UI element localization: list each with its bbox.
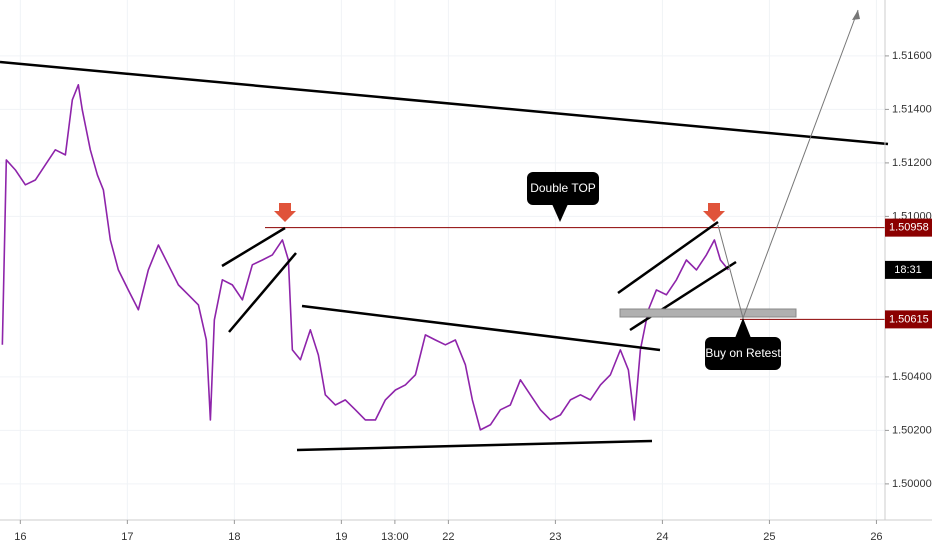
arrow-head xyxy=(852,10,860,20)
level-label: 1.50958 xyxy=(889,222,929,234)
top-marker xyxy=(703,203,725,222)
x-tick-label: 17 xyxy=(121,531,133,543)
level-label: 1.50615 xyxy=(889,313,929,325)
x-tick-label: 25 xyxy=(763,531,775,543)
y-tick-label: 1.51200 xyxy=(892,157,932,169)
y-tick-label: 1.50400 xyxy=(892,371,932,383)
x-tick-label: 13:00 xyxy=(381,531,409,543)
marks xyxy=(1,83,885,431)
x-tick-label: 24 xyxy=(656,531,668,543)
trend-line xyxy=(301,304,661,352)
trend-line xyxy=(617,220,719,295)
callout-text: Double TOP xyxy=(530,181,596,195)
y-tick-label: 1.50200 xyxy=(892,424,932,436)
x-tick-label: 23 xyxy=(549,531,561,543)
callout-box xyxy=(527,172,599,205)
x-tick-label: 19 xyxy=(335,531,347,543)
trend-line xyxy=(228,252,297,333)
countdown-box xyxy=(885,260,932,279)
callout-box xyxy=(705,337,781,370)
callout-text: Buy on Retest xyxy=(705,346,781,360)
x-tick-label: 16 xyxy=(14,531,26,543)
x-tick-label: 22 xyxy=(442,531,454,543)
y-tick-label: 1.50000 xyxy=(892,478,932,490)
grid xyxy=(0,0,885,520)
level-label-box xyxy=(885,218,932,237)
y-tick-label: 1.51400 xyxy=(892,103,932,115)
trend-line xyxy=(629,260,737,332)
price-line xyxy=(1,83,730,431)
callout-pointer xyxy=(552,204,568,222)
level-label-box xyxy=(885,310,932,329)
callout-pointer xyxy=(735,318,751,338)
x-tick-label: 18 xyxy=(228,531,240,543)
countdown: 18:31 xyxy=(894,264,922,276)
top-marker xyxy=(274,203,296,222)
x-tick-label: 26 xyxy=(870,531,882,543)
retest-zone xyxy=(619,308,797,318)
drawings: Double TOP Buy on Retest xyxy=(0,9,889,452)
y-tick-label: 1.51600 xyxy=(892,50,932,62)
trend-line xyxy=(296,439,653,452)
trend-line xyxy=(221,226,286,268)
trend-line xyxy=(0,60,889,146)
